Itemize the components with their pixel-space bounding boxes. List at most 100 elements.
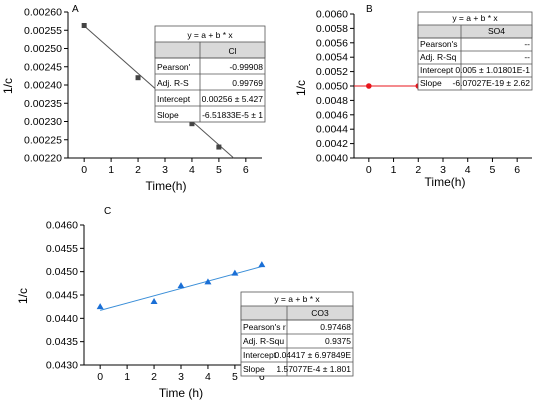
data-point bbox=[204, 278, 212, 285]
fit-table-key: Pearson' bbox=[157, 62, 191, 72]
x-tick-label: 5 bbox=[490, 164, 496, 176]
fit-line bbox=[100, 266, 262, 311]
y-tick-label: 0.00220 bbox=[24, 153, 62, 165]
y-axis-label: 1/c bbox=[16, 288, 30, 304]
fit-table-key: Pearson's bbox=[420, 39, 458, 49]
y-axis-label: 1/c bbox=[294, 80, 308, 96]
y-tick-label: 0.0445 bbox=[46, 290, 78, 302]
y-tick-label: 0.0060 bbox=[316, 9, 348, 21]
chart-panel-b: B 0.0040 0.0042 0.0044 0.0046 0.0048 0.0050 0.0… bbox=[294, 4, 533, 189]
fit-table-header bbox=[154, 41, 266, 59]
y-tick-label: 0.0455 bbox=[46, 243, 78, 255]
fit-table-value: -- bbox=[524, 39, 530, 49]
y-tick-label: 0.00235 bbox=[24, 98, 62, 110]
y-tick-label: 0.0046 bbox=[316, 109, 348, 121]
data-point bbox=[189, 121, 195, 127]
fit-table-value: 0.005 ± 1.01801E-1 bbox=[455, 65, 530, 75]
x-tick-label: 0 bbox=[97, 371, 103, 383]
y-tick-label: 0.0058 bbox=[316, 23, 348, 35]
x-tick-label: 3 bbox=[440, 164, 446, 176]
panel-label: C bbox=[104, 206, 111, 217]
fit-table-key: Intercept bbox=[243, 350, 277, 360]
x-tick-label: 1 bbox=[391, 164, 397, 176]
fit-table-value: -6.07027E-19 ± 2.62 bbox=[453, 78, 531, 88]
y-tick-label: 0.0440 bbox=[46, 313, 78, 325]
y-tick-label: 0.0450 bbox=[46, 266, 78, 278]
fit-table-value: 0.9375 bbox=[325, 336, 351, 346]
y-tick-label: 0.0435 bbox=[46, 336, 78, 348]
fit-table-value: -6.51833E-5 ± 1 bbox=[202, 110, 263, 120]
fit-table-value: 1.57077E-4 ± 1.801 bbox=[276, 364, 351, 374]
x-tick-label: 5 bbox=[216, 164, 222, 176]
x-tick-label: 2 bbox=[135, 164, 141, 176]
fit-table-key: Pearson's r bbox=[243, 322, 286, 332]
fit-table-key: Adj. R-S bbox=[157, 78, 189, 88]
fit-table-header bbox=[417, 24, 533, 39]
fit-table-header bbox=[240, 305, 354, 321]
y-tick-label: 0.0056 bbox=[316, 37, 348, 49]
fit-table-value: 0.00256 ± 5.427 bbox=[202, 94, 264, 104]
x-tick-label: 2 bbox=[151, 371, 157, 383]
x-tick-label: 1 bbox=[108, 164, 114, 176]
fit-equation: y = a + b * x bbox=[452, 13, 498, 23]
fit-equation: y = a + b * x bbox=[274, 294, 320, 304]
x-axis-label: Time(h) bbox=[146, 179, 187, 193]
data-point bbox=[258, 261, 266, 268]
data-point bbox=[150, 298, 158, 305]
fit-table: y = a + b * x CO3 Pearson's r 0.97468 Adj. R… bbox=[240, 291, 354, 377]
x-tick-label: 5 bbox=[232, 371, 238, 383]
data-point bbox=[231, 269, 239, 276]
x-tick-label: 4 bbox=[205, 371, 211, 383]
y-tick-label: 0.00245 bbox=[24, 61, 62, 73]
fit-table-value: -- bbox=[524, 52, 530, 62]
fit-table-key: Intercept bbox=[420, 65, 454, 75]
data-point bbox=[96, 303, 104, 310]
fit-table-key: Slope bbox=[243, 364, 265, 374]
x-tick-label: 1 bbox=[124, 371, 130, 383]
fit-table-value: -0.99908 bbox=[229, 62, 263, 72]
y-tick-label: 0.0052 bbox=[316, 66, 348, 78]
fit-table-key: Slope bbox=[420, 78, 442, 88]
fit-table-value: 0.04417 ± 6.97849E bbox=[274, 350, 351, 360]
x-tick-label: 6 bbox=[243, 164, 249, 176]
x-tick-label: 4 bbox=[189, 164, 195, 176]
y-tick-label: 0.0042 bbox=[316, 138, 348, 150]
y-tick-label: 0.00225 bbox=[24, 134, 62, 146]
fit-table-key: Adj. R-Sq bbox=[420, 52, 457, 62]
fit-series-name: SO4 bbox=[488, 26, 505, 36]
chart-panel-c: C 0.0430 0.0435 0.0440 0.0445 0.0450 0.0455 0.0… bbox=[16, 206, 354, 400]
chart-panel-a: A 0.00220 0.00225 0.00230 0.00235 0.00240 0.00… bbox=[1, 4, 266, 193]
fit-table-value: 0.97468 bbox=[320, 322, 351, 332]
y-tick-label: 0.0054 bbox=[316, 52, 348, 64]
y-tick-label: 0.0048 bbox=[316, 95, 348, 107]
x-tick-label: 3 bbox=[178, 371, 184, 383]
x-axis-label: Time(h) bbox=[425, 175, 466, 189]
y-tick-label: 0.0050 bbox=[316, 81, 348, 93]
y-tick-label: 0.0460 bbox=[46, 220, 78, 232]
data-point bbox=[135, 75, 141, 81]
y-tick-label: 0.0044 bbox=[316, 124, 348, 136]
fit-table: y = a + b * x SO4 Pearson's -- Adj. R-Sq -- In… bbox=[417, 11, 533, 91]
panel-label: A bbox=[72, 4, 79, 15]
x-tick-label: 0 bbox=[81, 164, 87, 176]
y-tick-label: 0.00250 bbox=[24, 43, 62, 55]
y-axis-label: 1/c bbox=[1, 78, 15, 94]
y-tick-label: 0.00255 bbox=[24, 25, 62, 37]
data-point bbox=[177, 282, 185, 289]
data-point bbox=[216, 144, 222, 150]
fit-series-name: Cl bbox=[228, 46, 236, 56]
y-tick-label: 0.00260 bbox=[24, 7, 62, 19]
y-tick-label: 0.00240 bbox=[24, 80, 62, 92]
fit-table-key: Slope bbox=[157, 110, 179, 120]
fit-equation: y = a + b * x bbox=[187, 30, 233, 40]
x-tick-label: 0 bbox=[366, 164, 372, 176]
x-tick-label: 6 bbox=[259, 371, 265, 383]
x-tick-label: 2 bbox=[415, 164, 421, 176]
y-tick-label: 0.0040 bbox=[316, 153, 348, 165]
fit-table-value: 0.99769 bbox=[232, 78, 263, 88]
fit-table-key: Adj. R-Squ bbox=[243, 336, 284, 346]
fit-series-name: CO3 bbox=[311, 308, 329, 318]
fit-table-key: Intercept bbox=[157, 94, 191, 104]
x-tick-label: 6 bbox=[514, 164, 520, 176]
